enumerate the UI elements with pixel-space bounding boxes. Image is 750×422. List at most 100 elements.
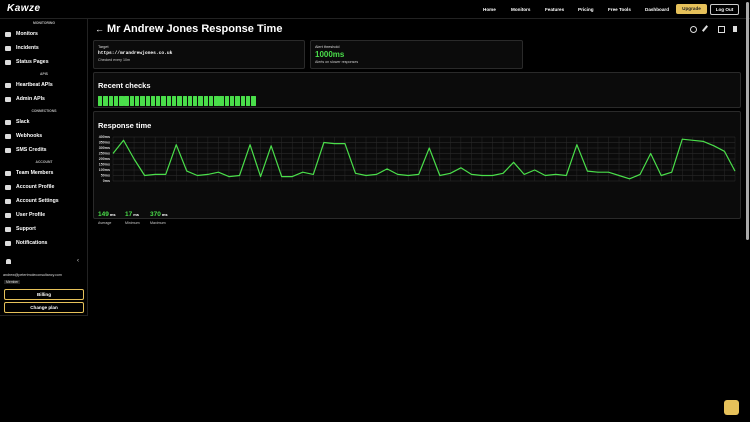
check-bar: [230, 96, 235, 106]
check-bar: [134, 96, 140, 106]
y-tick-label: 250ms: [99, 152, 110, 156]
nav-link[interactable]: Features: [545, 7, 565, 12]
check-bar: [219, 96, 224, 106]
billing-button[interactable]: Billing: [4, 289, 84, 300]
nav-link[interactable]: Free Tools: [608, 7, 631, 12]
section-title: CONNECTIONS: [31, 109, 57, 113]
nav-icon[interactable]: [5, 97, 11, 102]
section-title: ACCOUNT: [35, 160, 53, 164]
upgrade-button[interactable]: Upgrade: [676, 4, 707, 14]
sidebar-link[interactable]: Account Settings: [16, 198, 59, 204]
alert-note: Alerts on slower responses: [315, 60, 359, 64]
delete-icon[interactable]: [733, 26, 737, 32]
nav-icon[interactable]: [5, 83, 11, 88]
sidebar-link[interactable]: Account Profile: [16, 184, 55, 190]
sidebar-link[interactable]: Support: [16, 226, 36, 232]
target-url: https://mrandrewjones.co.uk: [98, 51, 173, 56]
y-tick-label: 0ms: [103, 179, 110, 183]
check-bars: [98, 96, 256, 106]
target-card: Target https://mrandrewjones.co.uk Check…: [93, 40, 305, 69]
nav-icon[interactable]: [5, 199, 11, 204]
stat-value: 370: [150, 211, 161, 218]
nav-link[interactable]: Dashboard: [645, 7, 669, 12]
chat-button[interactable]: [724, 400, 739, 415]
check-bar: [145, 96, 150, 106]
alert-label: Alert threshold: [315, 45, 340, 49]
target-note: Checked every 10m: [98, 58, 130, 62]
check-bar: [140, 96, 145, 106]
check-bar: [235, 96, 240, 106]
check-bar: [150, 96, 156, 106]
y-tick-label: 200ms: [99, 157, 110, 161]
recent-checks-card: Recent checks: [93, 72, 741, 108]
stat-label: Minimum: [125, 221, 140, 225]
sidebar: andrew@petertmoleconsultancy.com Member …: [0, 19, 88, 316]
nav-icon[interactable]: [5, 171, 11, 176]
stat-label: Average: [98, 221, 112, 225]
check-bar: [193, 96, 198, 106]
logout-button[interactable]: Log Out: [710, 4, 739, 15]
check-bar: [171, 96, 177, 106]
sidebar-link[interactable]: Status Pages: [16, 59, 49, 65]
nav-link[interactable]: Monitors: [511, 7, 531, 12]
sidebar-link[interactable]: Slack: [16, 119, 30, 125]
check-bar: [187, 96, 193, 106]
recent-checks-title: Recent checks: [98, 81, 151, 90]
check-bar: [98, 96, 103, 106]
nav-icon[interactable]: [5, 148, 11, 153]
stat-value: 17: [125, 211, 133, 218]
bell-icon[interactable]: [6, 259, 11, 264]
sidebar-link[interactable]: Admin APIs: [16, 96, 45, 102]
copy-icon[interactable]: [718, 26, 725, 33]
sidebar-link[interactable]: Webhooks: [16, 133, 43, 139]
stat-value: 149: [98, 211, 109, 218]
check-bar: [198, 96, 203, 106]
nav-icon[interactable]: [5, 213, 11, 218]
check-bar: [251, 96, 256, 106]
y-tick-label: 350ms: [99, 141, 110, 145]
section-title: APIS: [40, 72, 48, 76]
check-bar: [208, 96, 214, 106]
alert-card: Alert threshold 1000ms Alerts on slower …: [310, 40, 523, 69]
sidebar-link[interactable]: Monitors: [16, 31, 38, 37]
nav-icon[interactable]: [5, 120, 11, 125]
nav-icon[interactable]: [5, 46, 11, 51]
nav-link[interactable]: Pricing: [578, 7, 594, 12]
page-title: Mr Andrew Jones Response Time: [107, 23, 283, 35]
top-nav: Kawze Home Monitors Features Pricing Free To…: [0, 0, 750, 19]
y-tick-label: 50ms: [101, 174, 110, 178]
check-bar: [129, 96, 135, 106]
sidebar-link[interactable]: Notifications: [16, 240, 48, 246]
sidebar-link[interactable]: SMS Credits: [16, 147, 47, 153]
y-tick-label: 400ms: [99, 135, 110, 139]
nav-icon[interactable]: [5, 32, 11, 37]
chart-title: Response time: [98, 121, 152, 130]
sidebar-link[interactable]: Team Members: [16, 170, 54, 176]
logo[interactable]: Kawze: [7, 3, 41, 14]
section-title: MONITORING: [33, 21, 55, 25]
collapse-icon[interactable]: ‹: [77, 258, 79, 264]
refresh-icon[interactable]: [690, 26, 697, 33]
nav-icon[interactable]: [5, 134, 11, 139]
nav-icon[interactable]: [5, 227, 11, 232]
scrollbar: [746, 2, 749, 240]
nav-icon[interactable]: [5, 60, 11, 65]
change-plan-button[interactable]: Change plan: [4, 302, 84, 313]
nav-icon[interactable]: [5, 241, 11, 246]
check-bar: [166, 96, 172, 106]
back-arrow[interactable]: ←: [95, 24, 104, 34]
sidebar-link[interactable]: Incidents: [16, 45, 39, 51]
user-email: andrew@petertmoleconsultancy.com: [3, 273, 62, 277]
sidebar-link[interactable]: User Profile: [16, 212, 46, 218]
stat-unit: ms: [161, 212, 168, 217]
check-bar: [214, 96, 219, 106]
check-bar: [182, 96, 187, 106]
nav-link[interactable]: Home: [483, 7, 496, 12]
sidebar-link[interactable]: Heartbeat APIs: [16, 82, 53, 88]
stat-unit: ms: [133, 212, 140, 217]
stat-unit: ms: [109, 212, 116, 217]
nav-icon[interactable]: [5, 185, 11, 190]
check-bar: [240, 96, 245, 106]
